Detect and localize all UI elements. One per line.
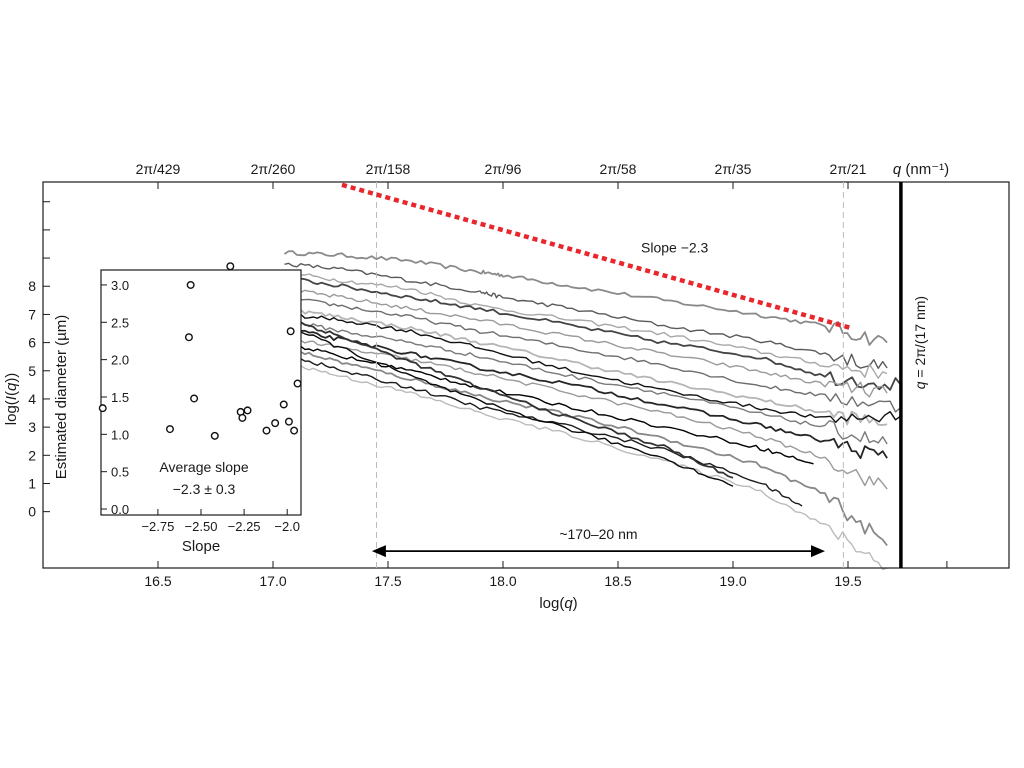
main-x-tick-label: 18.5: [604, 573, 631, 589]
inset-data-point: [186, 280, 195, 289]
inset-y-axis: 0.0 0.5 1.0 1.5 2.0 2.5 3.0: [101, 278, 129, 517]
data-series-line-11: [284, 335, 888, 490]
slope-reference-label: Slope −2.3: [641, 239, 709, 255]
data-series-line-3: [284, 270, 888, 379]
data-series-line-9: [284, 320, 888, 445]
inset-y-tick-label: 3.0: [111, 278, 129, 293]
data-series-line-17: [284, 326, 734, 487]
inset-data-point: [238, 413, 247, 422]
main-x-axis-title: log(q): [539, 595, 577, 612]
main-y-tick-label: 5: [28, 363, 36, 379]
inset-y-tick-label: 0.5: [111, 465, 129, 480]
range-arrow-head-right: [811, 545, 825, 558]
inset-data-point: [262, 426, 271, 435]
main-x-tick-label: 16.5: [144, 573, 171, 589]
inset-annotation-line-2: −2.3 ± 0.3: [173, 481, 236, 497]
inset-x-tick-label: −2.75: [141, 519, 174, 534]
top-x-tick-label: 2π/35: [715, 161, 752, 177]
main-y-tick-label: 7: [28, 306, 36, 322]
inset-data-point: [284, 417, 293, 426]
inset-data-point: [286, 327, 295, 336]
data-series-line-16: [284, 316, 734, 479]
top-x-tick-label: 2π/260: [251, 161, 296, 177]
inset-data-point: [226, 262, 235, 271]
main-y-tick-label: 3: [28, 419, 36, 435]
main-y-tick-label: 1: [28, 475, 36, 491]
inset-data-point: [184, 333, 193, 342]
main-y-axis: 0 1 2 3 4 5 6 7 8: [28, 201, 50, 520]
inset-data-point: [190, 394, 199, 403]
inset-y-tick-label: 0.0: [111, 502, 129, 517]
data-series-line-5: [284, 288, 888, 398]
main-plot-frame: [42, 181, 1010, 569]
inset-points-group: [98, 262, 302, 440]
data-series-line-2: [284, 262, 888, 369]
inset-y-tick-label: 2.0: [111, 353, 129, 368]
top-x-axis-title: q (nm⁻¹): [893, 161, 949, 178]
inset-y-tick-label: 2.5: [111, 315, 129, 330]
main-y-tick-label: 8: [28, 278, 36, 294]
range-arrow-label: ~170–20 nm: [559, 526, 637, 542]
main-chart: Slope −2.3 q = 2π/(17 nm) ~170–20 nm 16.…: [3, 161, 1010, 612]
inset-y-axis-title: Estimated diameter (µm): [53, 315, 70, 480]
inset-x-axis: −2.75 −2.50 −2.25 −2.0: [141, 509, 300, 534]
inset-data-point: [98, 404, 107, 413]
inset-data-point: [293, 379, 302, 388]
main-y-axis-title: log(I(q)): [3, 373, 20, 426]
range-arrow: [371, 545, 825, 558]
main-x-tick-label: 17.0: [259, 573, 286, 589]
inset-y-tick-label: 1.5: [111, 390, 129, 405]
data-series-line-1: [284, 250, 888, 346]
data-series-line-6: [284, 295, 902, 413]
range-arrow-head-left: [371, 545, 386, 558]
main-x-tick-label: 19.0: [719, 573, 746, 589]
cutoff-label: q = 2π/(17 nm): [912, 296, 928, 389]
top-x-tick-label: 2π/58: [600, 161, 637, 177]
data-series-line-8: [284, 313, 902, 423]
main-x-tick-label: 19.5: [834, 573, 861, 589]
inset-data-point: [279, 400, 288, 409]
data-series-line-10: [284, 327, 888, 460]
main-y-tick-label: 0: [28, 504, 36, 520]
data-series-line-12: [284, 342, 814, 465]
inset-data-point: [165, 425, 174, 434]
data-series-line-7: [284, 307, 888, 426]
inset-data-point: [210, 431, 219, 440]
slope-reference-line: [341, 182, 854, 331]
main-y-tick-label: 6: [28, 335, 36, 351]
top-x-tick-label: 2π/158: [366, 161, 411, 177]
main-x-tick-label: 18.0: [489, 573, 516, 589]
inset-data-point: [271, 419, 280, 428]
main-y-tick-label: 4: [28, 391, 36, 407]
inset-x-tick-label: −2.25: [228, 519, 261, 534]
main-x-axis: 16.5 17.0 17.5 18.0 18.5 19.0 19.5: [144, 561, 948, 589]
inset-data-point: [290, 426, 299, 435]
data-series-line-15: [284, 361, 888, 571]
inset-data-point: [243, 406, 252, 415]
inset-plot-frame: [100, 269, 302, 516]
main-y-tick-label: 2: [28, 447, 36, 463]
inset-x-axis-title: Slope: [182, 538, 220, 555]
inset-y-tick-label: 1.0: [111, 427, 129, 442]
inset-annotation-line-1: Average slope: [159, 459, 248, 475]
inset-x-tick-label: −2.50: [185, 519, 218, 534]
inset-x-tick-label: −2.0: [274, 519, 300, 534]
inset-chart: −2.75 −2.50 −2.25 −2.0 0.0 0.5 1.0 1.5 2.0 2.5 3.…: [53, 262, 302, 555]
main-series-group: [284, 250, 902, 571]
top-x-tick-label: 2π/96: [485, 161, 522, 177]
top-x-tick-label: 2π/429: [136, 161, 181, 177]
main-x-tick-label: 17.5: [374, 573, 401, 589]
top-x-tick-label: 2π/21: [830, 161, 867, 177]
data-series-line-4: [284, 276, 902, 391]
top-x-axis: 2π/429 2π/260 2π/158 2π/96 2π/58 2π/35 2π/21: [136, 161, 867, 189]
